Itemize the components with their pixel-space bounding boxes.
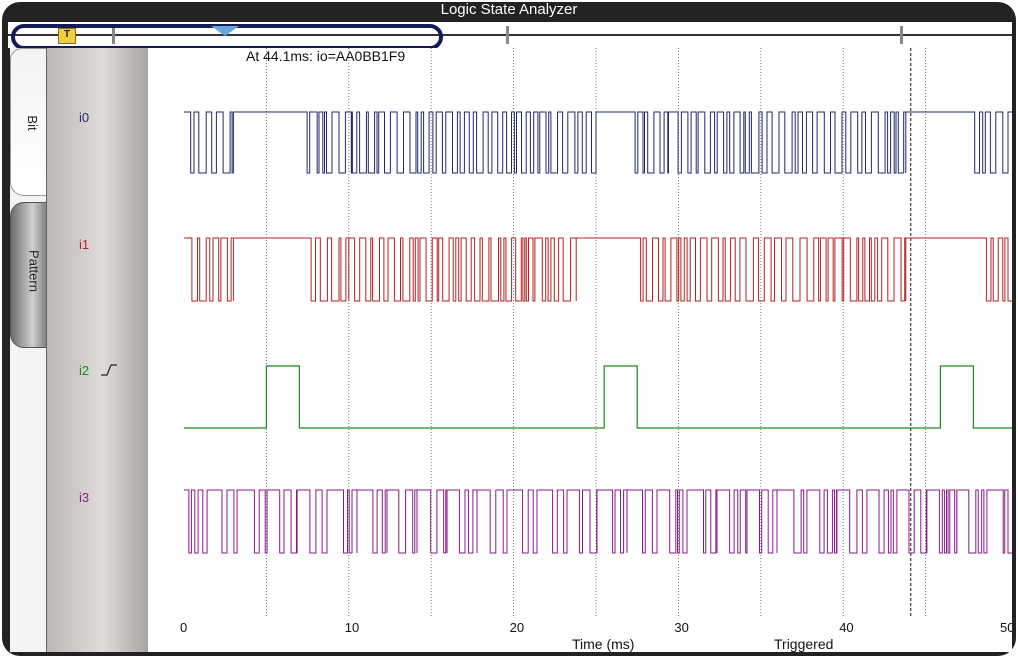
channel-name-i2[interactable]: i2 xyxy=(79,363,90,378)
rising-edge-icon[interactable] xyxy=(101,363,117,377)
x-tick-label: 20 xyxy=(510,620,524,635)
view-tabs: Bit Pattern xyxy=(10,48,56,652)
x-axis-label: Time (ms) xyxy=(572,636,635,652)
x-tick-label: 40 xyxy=(839,620,853,635)
channel-names: i0 i1 i2 i3 xyxy=(46,48,150,652)
waveform-canvas[interactable]: 0 10 20 30 40 50 xyxy=(148,48,1012,652)
analyzer-panel: Bit Pattern i0 i1 i2 i3 0 10 20 30 40 50 At 4… xyxy=(10,48,1012,652)
overview-scrollbar[interactable]: T xyxy=(8,22,1012,50)
waveform-plot[interactable]: 0 10 20 30 40 50 At 44.1ms: io=AA0BB1F9 Time … xyxy=(148,48,1012,652)
overview-track xyxy=(8,34,1012,36)
x-tick-label: 0 xyxy=(180,620,187,635)
x-tick-label: 50 xyxy=(1000,620,1012,635)
x-tick-label: 10 xyxy=(345,620,359,635)
tab-bit-label: Bit xyxy=(25,115,41,131)
waveform-i3 xyxy=(184,489,1012,554)
channel-name-i3[interactable]: i3 xyxy=(79,490,90,505)
cursor-readout: At 44.1ms: io=AA0BB1F9 xyxy=(246,48,406,64)
position-pointer-icon[interactable] xyxy=(211,26,239,36)
tab-pattern-label: Pattern xyxy=(26,250,42,292)
overview-tick xyxy=(506,26,509,44)
trigger-status: Triggered xyxy=(774,636,834,652)
window-title: Logic State Analyzer xyxy=(440,1,578,18)
overview-tick xyxy=(112,26,115,44)
channel-name-i1[interactable]: i1 xyxy=(79,237,90,252)
overview-tick xyxy=(900,26,903,44)
waveform-i0 xyxy=(184,111,1012,174)
channel-name-i0[interactable]: i0 xyxy=(79,110,90,125)
waveform-i1 xyxy=(184,237,1012,302)
tab-bit[interactable]: Bit xyxy=(10,48,47,196)
trigger-marker-icon[interactable]: T xyxy=(58,28,76,44)
waveform-i2 xyxy=(184,365,1012,429)
tab-pattern[interactable]: Pattern xyxy=(10,202,48,348)
x-tick-label: 30 xyxy=(674,620,688,635)
